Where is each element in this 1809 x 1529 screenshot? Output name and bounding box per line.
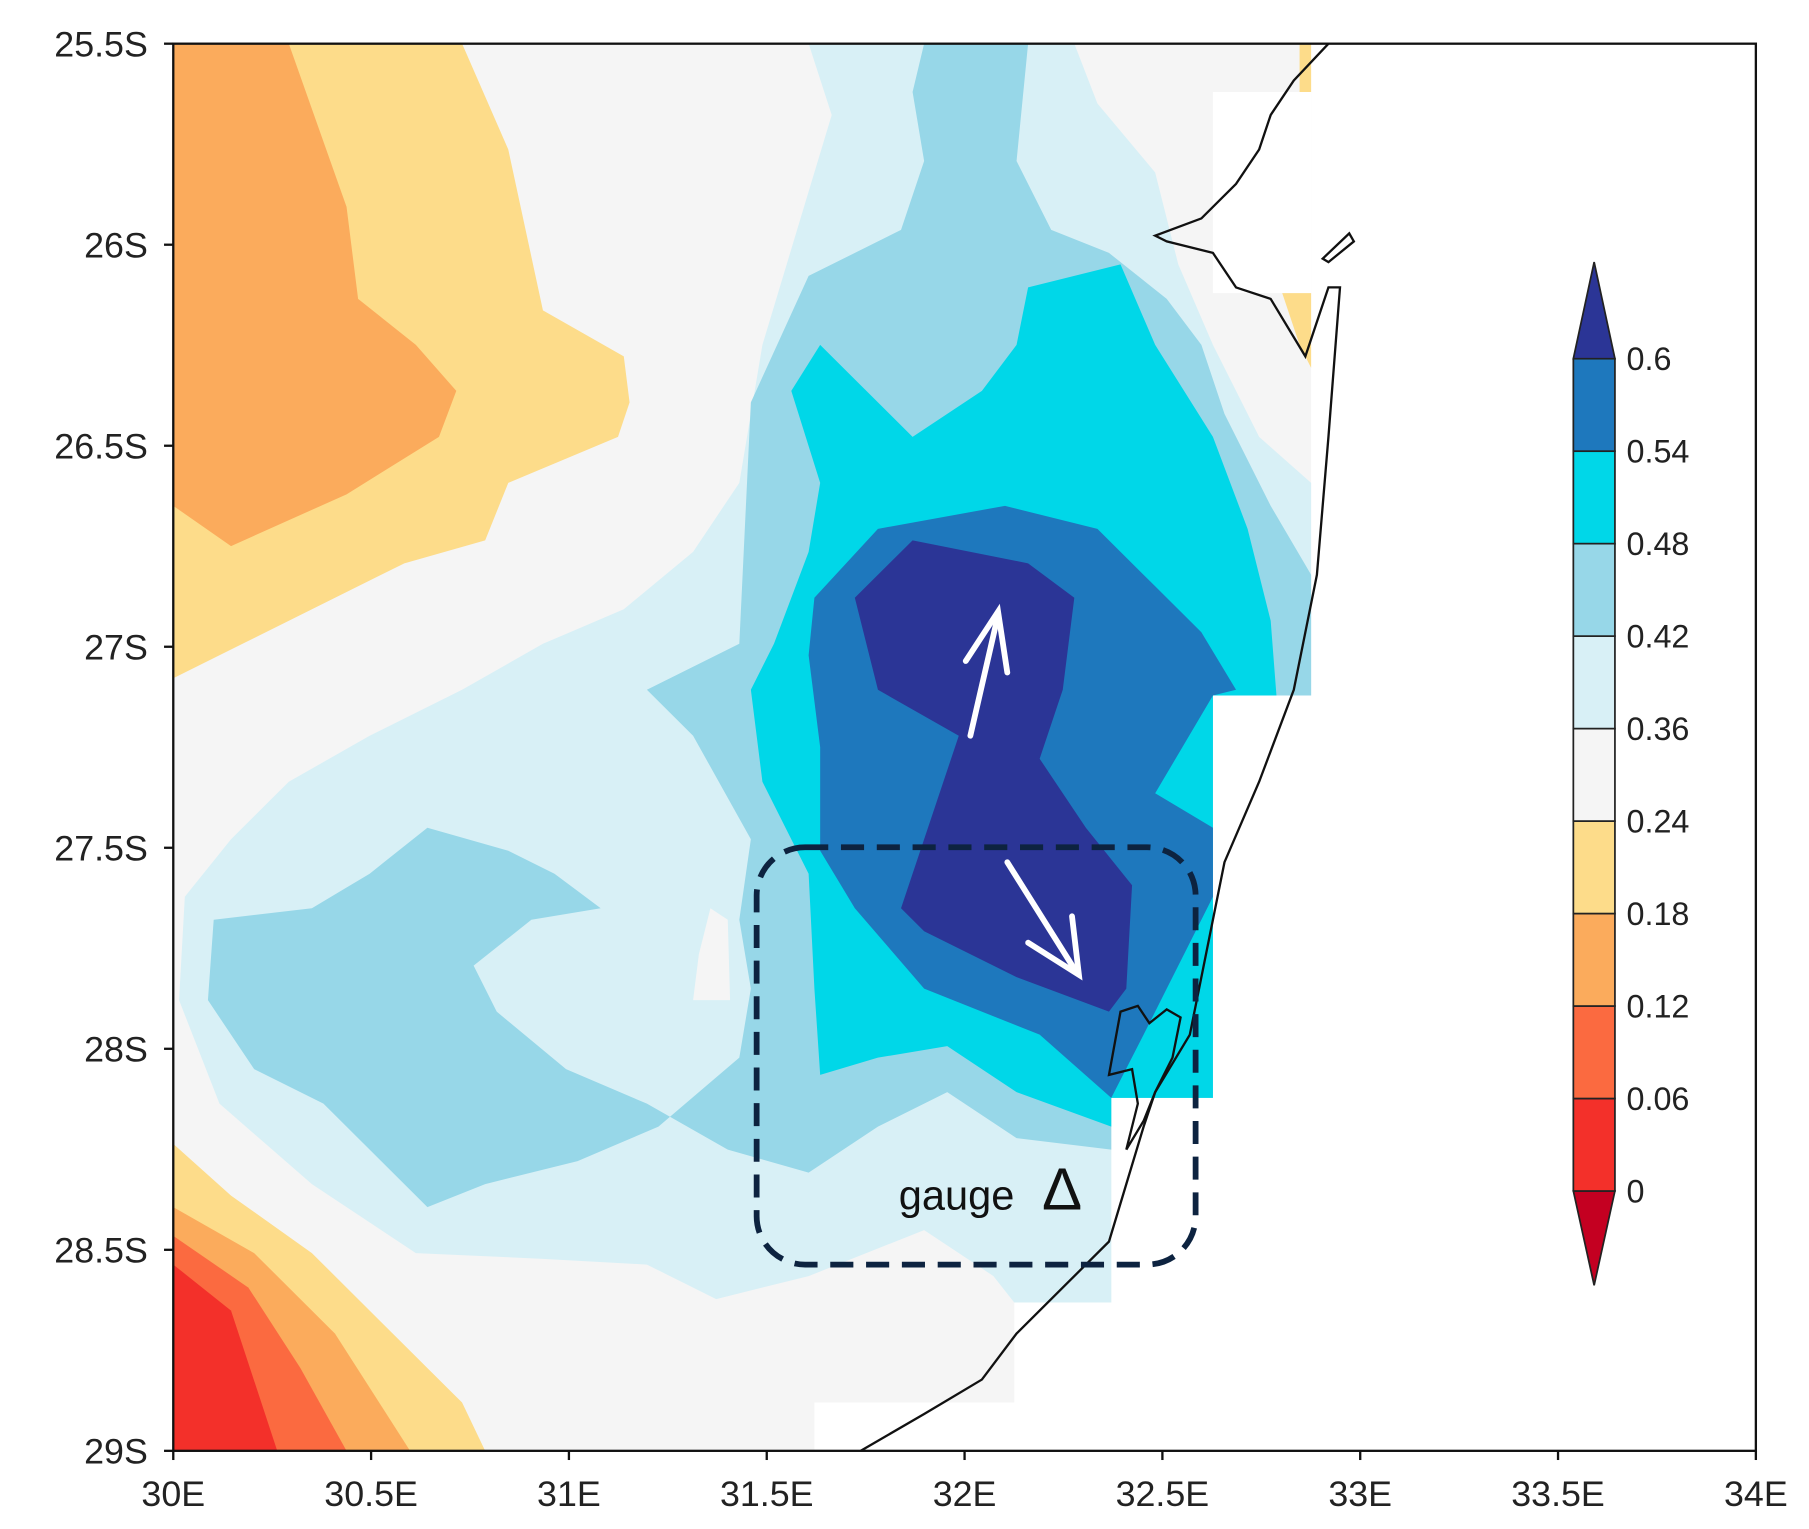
arrow bbox=[962, 603, 1011, 739]
colorbar-label: 0 bbox=[1626, 1174, 1644, 1210]
contour-red bbox=[173, 1264, 278, 1451]
y-tick-label: 27S bbox=[84, 627, 148, 667]
y-tick-label: 27.5S bbox=[54, 828, 148, 868]
contour-navy bbox=[854, 540, 1133, 1012]
colorbar-label: 0.36 bbox=[1626, 711, 1689, 747]
colorbar-label: 0.42 bbox=[1626, 619, 1689, 655]
x-tick-label: 32E bbox=[933, 1474, 997, 1514]
x-tick-label: 30.5E bbox=[324, 1474, 418, 1514]
arrow bbox=[1004, 859, 1083, 981]
colorbar-segment bbox=[1572, 635, 1616, 730]
x-tick-label: 31.5E bbox=[720, 1474, 814, 1514]
x-tick-label: 30E bbox=[141, 1474, 205, 1514]
y-tick-label: 28S bbox=[84, 1030, 148, 1070]
colorbar-segment bbox=[1572, 912, 1616, 1007]
colorbar-label: 0.48 bbox=[1626, 526, 1689, 562]
contour-yellow bbox=[1282, 293, 1312, 368]
colorbar-label: 0.54 bbox=[1626, 434, 1689, 470]
colorbar-segment bbox=[1572, 820, 1616, 915]
contour-white-patch bbox=[1212, 91, 1312, 294]
x-tick-label: 33E bbox=[1328, 1474, 1392, 1514]
colorbar-label: 0.6 bbox=[1626, 341, 1671, 377]
gauge-label: gauge bbox=[899, 1171, 1015, 1218]
colorbar-label: 0.12 bbox=[1626, 989, 1689, 1025]
x-tick-label: 33.5E bbox=[1511, 1474, 1605, 1514]
colorbar-segment bbox=[1572, 357, 1616, 453]
colorbar-extension-high bbox=[1572, 261, 1617, 360]
x-tick-label: 34E bbox=[1724, 1474, 1788, 1514]
colorbar-label: 0.24 bbox=[1626, 804, 1689, 840]
colorbar-label: 0.18 bbox=[1626, 896, 1689, 932]
colorbar-segment bbox=[1572, 542, 1616, 637]
gauge-region bbox=[753, 844, 1199, 1268]
colorbar-segment bbox=[1572, 1097, 1616, 1192]
colorbar-segment bbox=[1572, 727, 1616, 822]
x-tick-label: 32.5E bbox=[1116, 1474, 1210, 1514]
y-tick-label: 26S bbox=[84, 225, 148, 265]
colorbar-segment bbox=[1572, 1005, 1616, 1100]
contour-orange bbox=[173, 43, 457, 547]
contour-gray-spot bbox=[693, 908, 731, 1001]
x-tick-label: 31E bbox=[537, 1474, 601, 1514]
lake bbox=[1107, 1004, 1182, 1151]
y-tick-label: 29S bbox=[84, 1432, 148, 1472]
island bbox=[1320, 231, 1356, 264]
y-tick-label: 25.5S bbox=[54, 24, 148, 64]
y-tick-label: 28.5S bbox=[54, 1231, 148, 1271]
y-tick-label: 26.5S bbox=[54, 426, 148, 466]
gauge-marker: Δ bbox=[1042, 1156, 1082, 1223]
colorbar-segment bbox=[1572, 450, 1616, 545]
coastline bbox=[860, 42, 1342, 1452]
colorbar-label: 0.06 bbox=[1626, 1081, 1689, 1117]
